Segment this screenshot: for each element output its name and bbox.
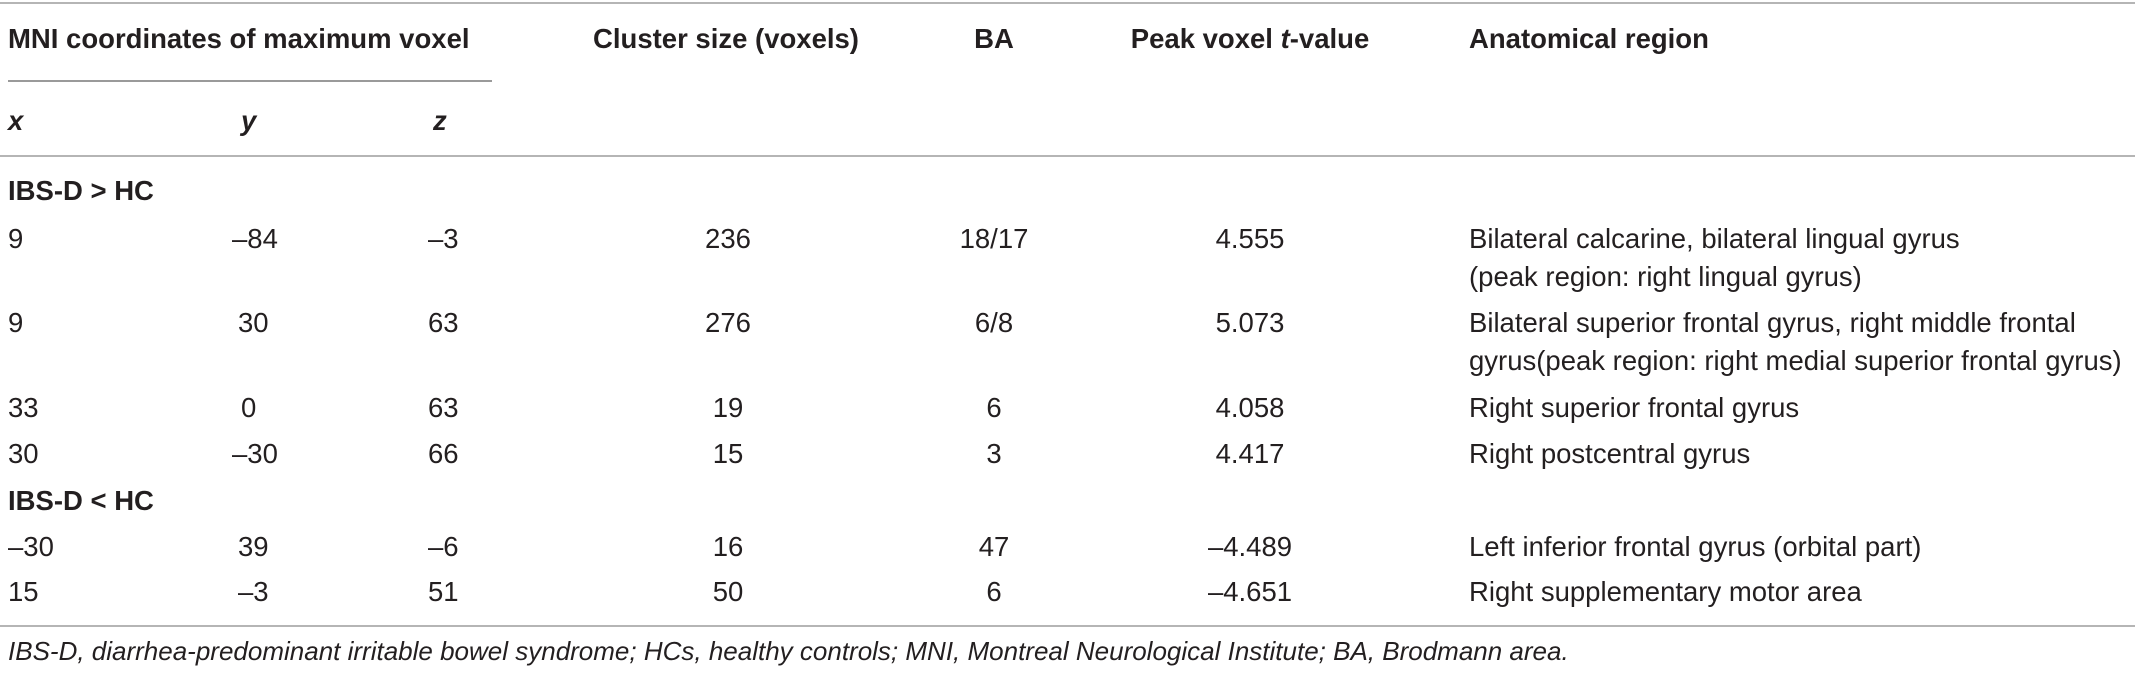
header-peak-suffix: -value [1289,23,1370,54]
cell-ba: 6/8 [974,307,1014,338]
cell-z: 63 [428,392,459,423]
cell-cluster-size: 16 [712,531,744,562]
cell-x: 9 [8,307,24,338]
cell-y: –3 [238,576,269,607]
header-y: y [241,105,257,136]
header-peak-t: Peak voxel t-value [1131,22,1369,56]
cell-cluster-size: 236 [705,223,751,254]
cell-y: 39 [238,531,269,562]
cell-ba: 6 [986,392,1002,423]
cell-y: 0 [241,392,257,423]
cell-region: Right postcentral gyrus [1469,438,1751,469]
header-mni: MNI coordinates of maximum voxel [8,23,470,54]
cell-ba: 18/17 [959,223,1029,254]
cell-region: Bilateral calcarine, bilateral lingual g… [1469,223,1960,254]
cell-cluster-size: 50 [712,576,744,607]
cell-y: –30 [232,438,278,469]
cell-x: 9 [8,223,24,254]
cell-cluster-size: 19 [712,392,744,423]
mni-subrule [8,80,492,82]
cell-x: –30 [8,531,54,562]
cell-z: –3 [428,223,459,254]
cell-ba: 3 [986,438,1002,469]
header-z: z [433,105,447,136]
header-cluster-size: Cluster size (voxels) [593,23,859,54]
cell-cluster-size: 276 [705,307,751,338]
header-peak-prefix: Peak voxel [1130,23,1281,54]
cell-region-line2: (peak region: right lingual gyrus) [1469,261,1862,292]
cell-y: 30 [238,307,269,338]
header-anatomical-region: Anatomical region [1469,23,1709,54]
cell-t-value: –4.489 [1207,531,1293,562]
header-rule [0,155,2135,157]
top-rule [0,2,2135,4]
cell-ba: 6 [986,576,1002,607]
cell-x: 33 [8,392,39,423]
cell-region: Right supplementary motor area [1469,576,1862,607]
group-label: IBS-D > HC [8,175,154,206]
cell-t-value: 4.417 [1215,438,1285,469]
cell-y: –84 [232,223,278,254]
cell-z: 63 [428,307,459,338]
cell-ba: 47 [978,531,1010,562]
cell-x: 30 [8,438,39,469]
cell-z: 66 [428,438,459,469]
cell-x: 15 [8,576,39,607]
bottom-rule [0,625,2135,627]
cell-region: Right superior frontal gyrus [1469,392,1800,423]
cell-t-value: –4.651 [1207,576,1293,607]
cell-t-value: 4.555 [1215,223,1285,254]
header-peak-t-letter: t [1280,23,1290,54]
cell-z: 51 [428,576,459,607]
cell-region: Left inferior frontal gyrus (orbital par… [1469,531,1922,562]
header-x: x [8,105,24,136]
cell-cluster-size: 15 [712,438,744,469]
cell-z: –6 [428,531,459,562]
table-footnote: IBS-D, diarrhea-predominant irritable bo… [8,636,1569,666]
cell-t-value: 4.058 [1215,392,1285,423]
cell-t-value: 5.073 [1215,307,1285,338]
cell-region: Bilateral superior frontal gyrus, right … [1469,307,2076,338]
cell-region-line2: gyrus(peak region: right medial superior… [1469,345,2122,376]
group-label: IBS-D < HC [8,485,154,516]
header-ba: BA [974,23,1014,54]
